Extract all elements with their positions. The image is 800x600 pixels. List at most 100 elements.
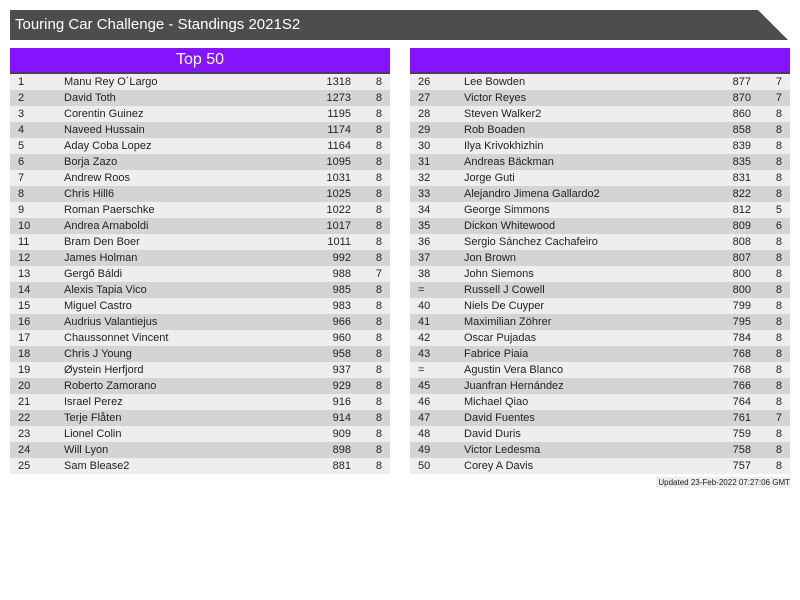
driver-name-cell: Israel Perez bbox=[64, 396, 123, 408]
points-cell: 808 bbox=[732, 236, 751, 248]
driver-name-cell: Maximilian Zöhrer bbox=[464, 316, 552, 328]
races-cell: 7 bbox=[775, 92, 782, 104]
rank-cell: 14 bbox=[18, 284, 31, 296]
table-row: 31 Andreas Bäckman 835 8 bbox=[410, 154, 790, 170]
rank-cell: 19 bbox=[18, 364, 31, 376]
points-cell: 831 bbox=[732, 172, 751, 184]
races-cell: 8 bbox=[375, 140, 382, 152]
driver-name-cell: Terje Flåten bbox=[64, 412, 122, 424]
driver-name-cell: Fabrice Piaia bbox=[464, 348, 529, 360]
driver-name-cell: Dickon Whitewood bbox=[464, 220, 556, 232]
races-cell: 8 bbox=[375, 300, 382, 312]
points-cell: 1174 bbox=[327, 124, 351, 136]
races-cell: 8 bbox=[375, 332, 382, 344]
points-cell: 960 bbox=[332, 332, 351, 344]
races-cell: 8 bbox=[375, 412, 382, 424]
races-cell: 8 bbox=[375, 172, 382, 184]
rank-cell: 10 bbox=[18, 220, 31, 232]
races-cell: 8 bbox=[775, 188, 782, 200]
rank-cell: = bbox=[418, 364, 425, 376]
rank-cell: 34 bbox=[418, 204, 431, 216]
races-cell: 8 bbox=[775, 364, 782, 376]
rank-cell: 16 bbox=[18, 316, 31, 328]
driver-name-cell: Corey A Davis bbox=[464, 460, 534, 472]
table-row: 45 Juanfran Hernández 766 8 bbox=[410, 378, 790, 394]
table-row: 46 Michael Qiao 764 8 bbox=[410, 394, 790, 410]
driver-name-cell: Rob Boaden bbox=[464, 124, 526, 136]
points-cell: 877 bbox=[732, 76, 751, 88]
rank-cell: 37 bbox=[418, 252, 431, 264]
races-cell: 8 bbox=[375, 220, 382, 232]
races-cell: 5 bbox=[775, 204, 782, 216]
driver-name-cell: Gergő Báldi bbox=[64, 268, 123, 280]
points-cell: 835 bbox=[732, 156, 751, 168]
table-row: 9 Roman Paerschke 1022 8 bbox=[10, 202, 390, 218]
driver-name-cell: Roman Paerschke bbox=[64, 204, 155, 216]
points-cell: 757 bbox=[732, 460, 751, 472]
driver-name-cell: John Siemons bbox=[464, 268, 534, 280]
table-row: 16 Audrius Valantiejus 966 8 bbox=[10, 314, 390, 330]
races-cell: 8 bbox=[775, 284, 782, 296]
rank-cell: 8 bbox=[18, 188, 25, 200]
standings-panel-right: 26 Lee Bowden 877 7 27 Victor Reyes 870 7 28 Stev… bbox=[410, 48, 790, 474]
table-row: 29 Rob Boaden 858 8 bbox=[410, 122, 790, 138]
table-row: 1 Manu Rey O´Largo 1318 8 bbox=[10, 74, 390, 90]
table-row: 17 Chaussonnet Vincent 960 8 bbox=[10, 330, 390, 346]
races-cell: 8 bbox=[775, 460, 782, 472]
table-row: 28 Steven Walker2 860 8 bbox=[410, 106, 790, 122]
rank-cell: 49 bbox=[418, 444, 431, 456]
table-row: 18 Chris J Young 958 8 bbox=[10, 346, 390, 362]
table-row: 12 James Holman 992 8 bbox=[10, 250, 390, 266]
driver-name-cell: Lee Bowden bbox=[464, 76, 526, 88]
rank-cell: 29 bbox=[418, 124, 431, 136]
races-cell: 8 bbox=[375, 316, 382, 328]
races-cell: 8 bbox=[775, 108, 782, 120]
table-row: 20 Roberto Zamorano 929 8 bbox=[10, 378, 390, 394]
table-row: = Agustin Vera Blanco 768 8 bbox=[410, 362, 790, 378]
driver-name-cell: Øystein Herfjord bbox=[64, 364, 144, 376]
rank-cell: 28 bbox=[418, 108, 431, 120]
races-cell: 8 bbox=[375, 396, 382, 408]
points-cell: 800 bbox=[732, 268, 751, 280]
races-cell: 8 bbox=[375, 92, 382, 104]
points-cell: 858 bbox=[732, 124, 751, 136]
rank-cell: 50 bbox=[418, 460, 431, 472]
driver-name-cell: David Duris bbox=[464, 428, 521, 440]
rank-cell: 43 bbox=[418, 348, 431, 360]
points-cell: 966 bbox=[332, 316, 351, 328]
races-cell: 8 bbox=[375, 460, 382, 472]
races-cell: 8 bbox=[775, 124, 782, 136]
standings-table-right: 26 Lee Bowden 877 7 27 Victor Reyes 870 7 28 Stev… bbox=[410, 74, 790, 474]
points-cell: 881 bbox=[332, 460, 351, 472]
rank-cell: 12 bbox=[18, 252, 31, 264]
rank-cell: 15 bbox=[18, 300, 31, 312]
rank-cell: 24 bbox=[18, 444, 31, 456]
rank-cell: 42 bbox=[418, 332, 431, 344]
races-cell: 8 bbox=[775, 156, 782, 168]
races-cell: 8 bbox=[775, 252, 782, 264]
driver-name-cell: Chris J Young bbox=[64, 348, 132, 360]
rank-cell: 40 bbox=[418, 300, 431, 312]
races-cell: 8 bbox=[775, 332, 782, 344]
driver-name-cell: Alexis Tapia Vico bbox=[64, 284, 147, 296]
rank-cell: 45 bbox=[418, 380, 431, 392]
points-cell: 1022 bbox=[326, 204, 351, 216]
panel-header-right bbox=[410, 48, 790, 74]
points-cell: 916 bbox=[332, 396, 351, 408]
rank-cell: 36 bbox=[418, 236, 431, 248]
table-row: 37 Jon Brown 807 8 bbox=[410, 250, 790, 266]
driver-name-cell: Sergio Sánchez Cachafeiro bbox=[464, 236, 598, 248]
table-row: 15 Miguel Castro 983 8 bbox=[10, 298, 390, 314]
driver-name-cell: Alejandro Jimena Gallardo2 bbox=[464, 188, 600, 200]
races-cell: 8 bbox=[375, 236, 382, 248]
table-row: 14 Alexis Tapia Vico 985 8 bbox=[10, 282, 390, 298]
rank-cell: 33 bbox=[418, 188, 431, 200]
driver-name-cell: Lionel Colin bbox=[64, 428, 122, 440]
races-cell: 8 bbox=[775, 140, 782, 152]
points-cell: 766 bbox=[732, 380, 751, 392]
rank-cell: 4 bbox=[18, 124, 25, 136]
points-cell: 1017 bbox=[326, 220, 351, 232]
standings-panel-left: Top 50 1 Manu Rey O´Largo 1318 8 2 David Toth… bbox=[10, 48, 390, 474]
races-cell: 8 bbox=[375, 444, 382, 456]
rank-cell: 23 bbox=[18, 428, 31, 440]
